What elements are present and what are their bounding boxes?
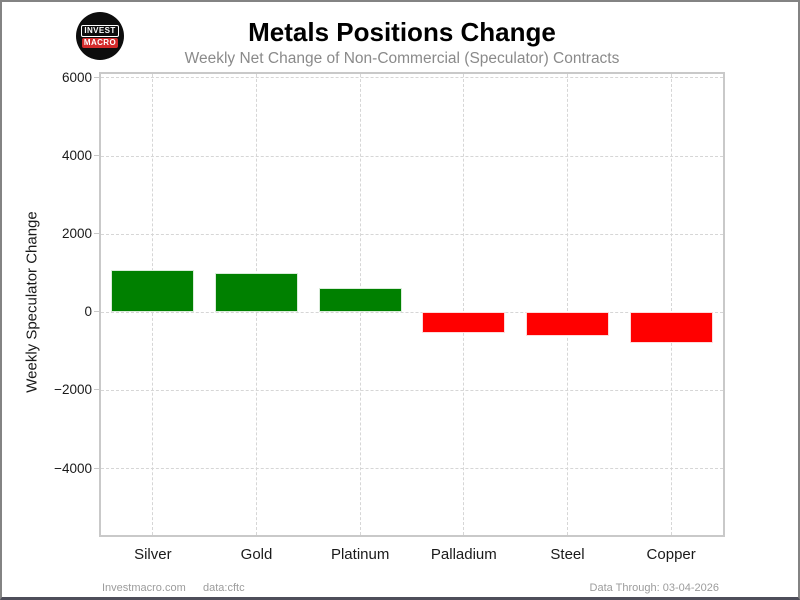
y-tick-label: 6000 <box>61 69 92 85</box>
h-gridline <box>101 389 723 391</box>
bar-copper <box>629 312 713 344</box>
plot-area <box>101 74 723 535</box>
v-gridline <box>463 74 465 535</box>
footer-data-through: Data Through: 03-04-2026 <box>589 582 719 594</box>
bar-platinum <box>318 288 402 313</box>
logo-line-macro: MACRO <box>81 37 119 48</box>
v-gridline <box>567 74 568 535</box>
h-gridline <box>101 77 723 79</box>
bar-palladium <box>422 312 506 334</box>
chart-title: Metals Positions Change <box>248 17 556 47</box>
logo-line-invest: INVEST <box>81 24 119 37</box>
investmacro-logo-icon: INVEST MACRO <box>76 12 124 60</box>
x-tick-label: Gold <box>240 546 273 563</box>
x-tick-label: Copper <box>646 546 696 563</box>
footer-source-data: data:cftc <box>203 582 245 594</box>
x-tick-label: Palladium <box>430 546 497 563</box>
h-gridline <box>101 233 723 235</box>
h-gridline <box>101 155 723 157</box>
y-tick-label: 4000 <box>61 148 92 164</box>
footer-source-site: Investmacro.com <box>102 582 186 594</box>
x-tick-label: Silver <box>134 546 172 563</box>
bar-silver <box>111 269 195 313</box>
x-tick-label: Steel <box>550 546 585 563</box>
bar-gold <box>215 272 298 313</box>
v-gridline <box>670 74 672 535</box>
bar-steel <box>526 312 609 336</box>
plot-border <box>99 72 725 537</box>
y-tick-label: −4000 <box>54 460 92 476</box>
x-tick-label: Platinum <box>330 546 390 563</box>
y-axis-title: Weekly Speculator Change <box>23 211 41 393</box>
h-gridline <box>101 468 723 470</box>
chart-subtitle: Weekly Net Change of Non-Commercial (Spe… <box>184 50 620 67</box>
h-gridline <box>101 311 723 313</box>
